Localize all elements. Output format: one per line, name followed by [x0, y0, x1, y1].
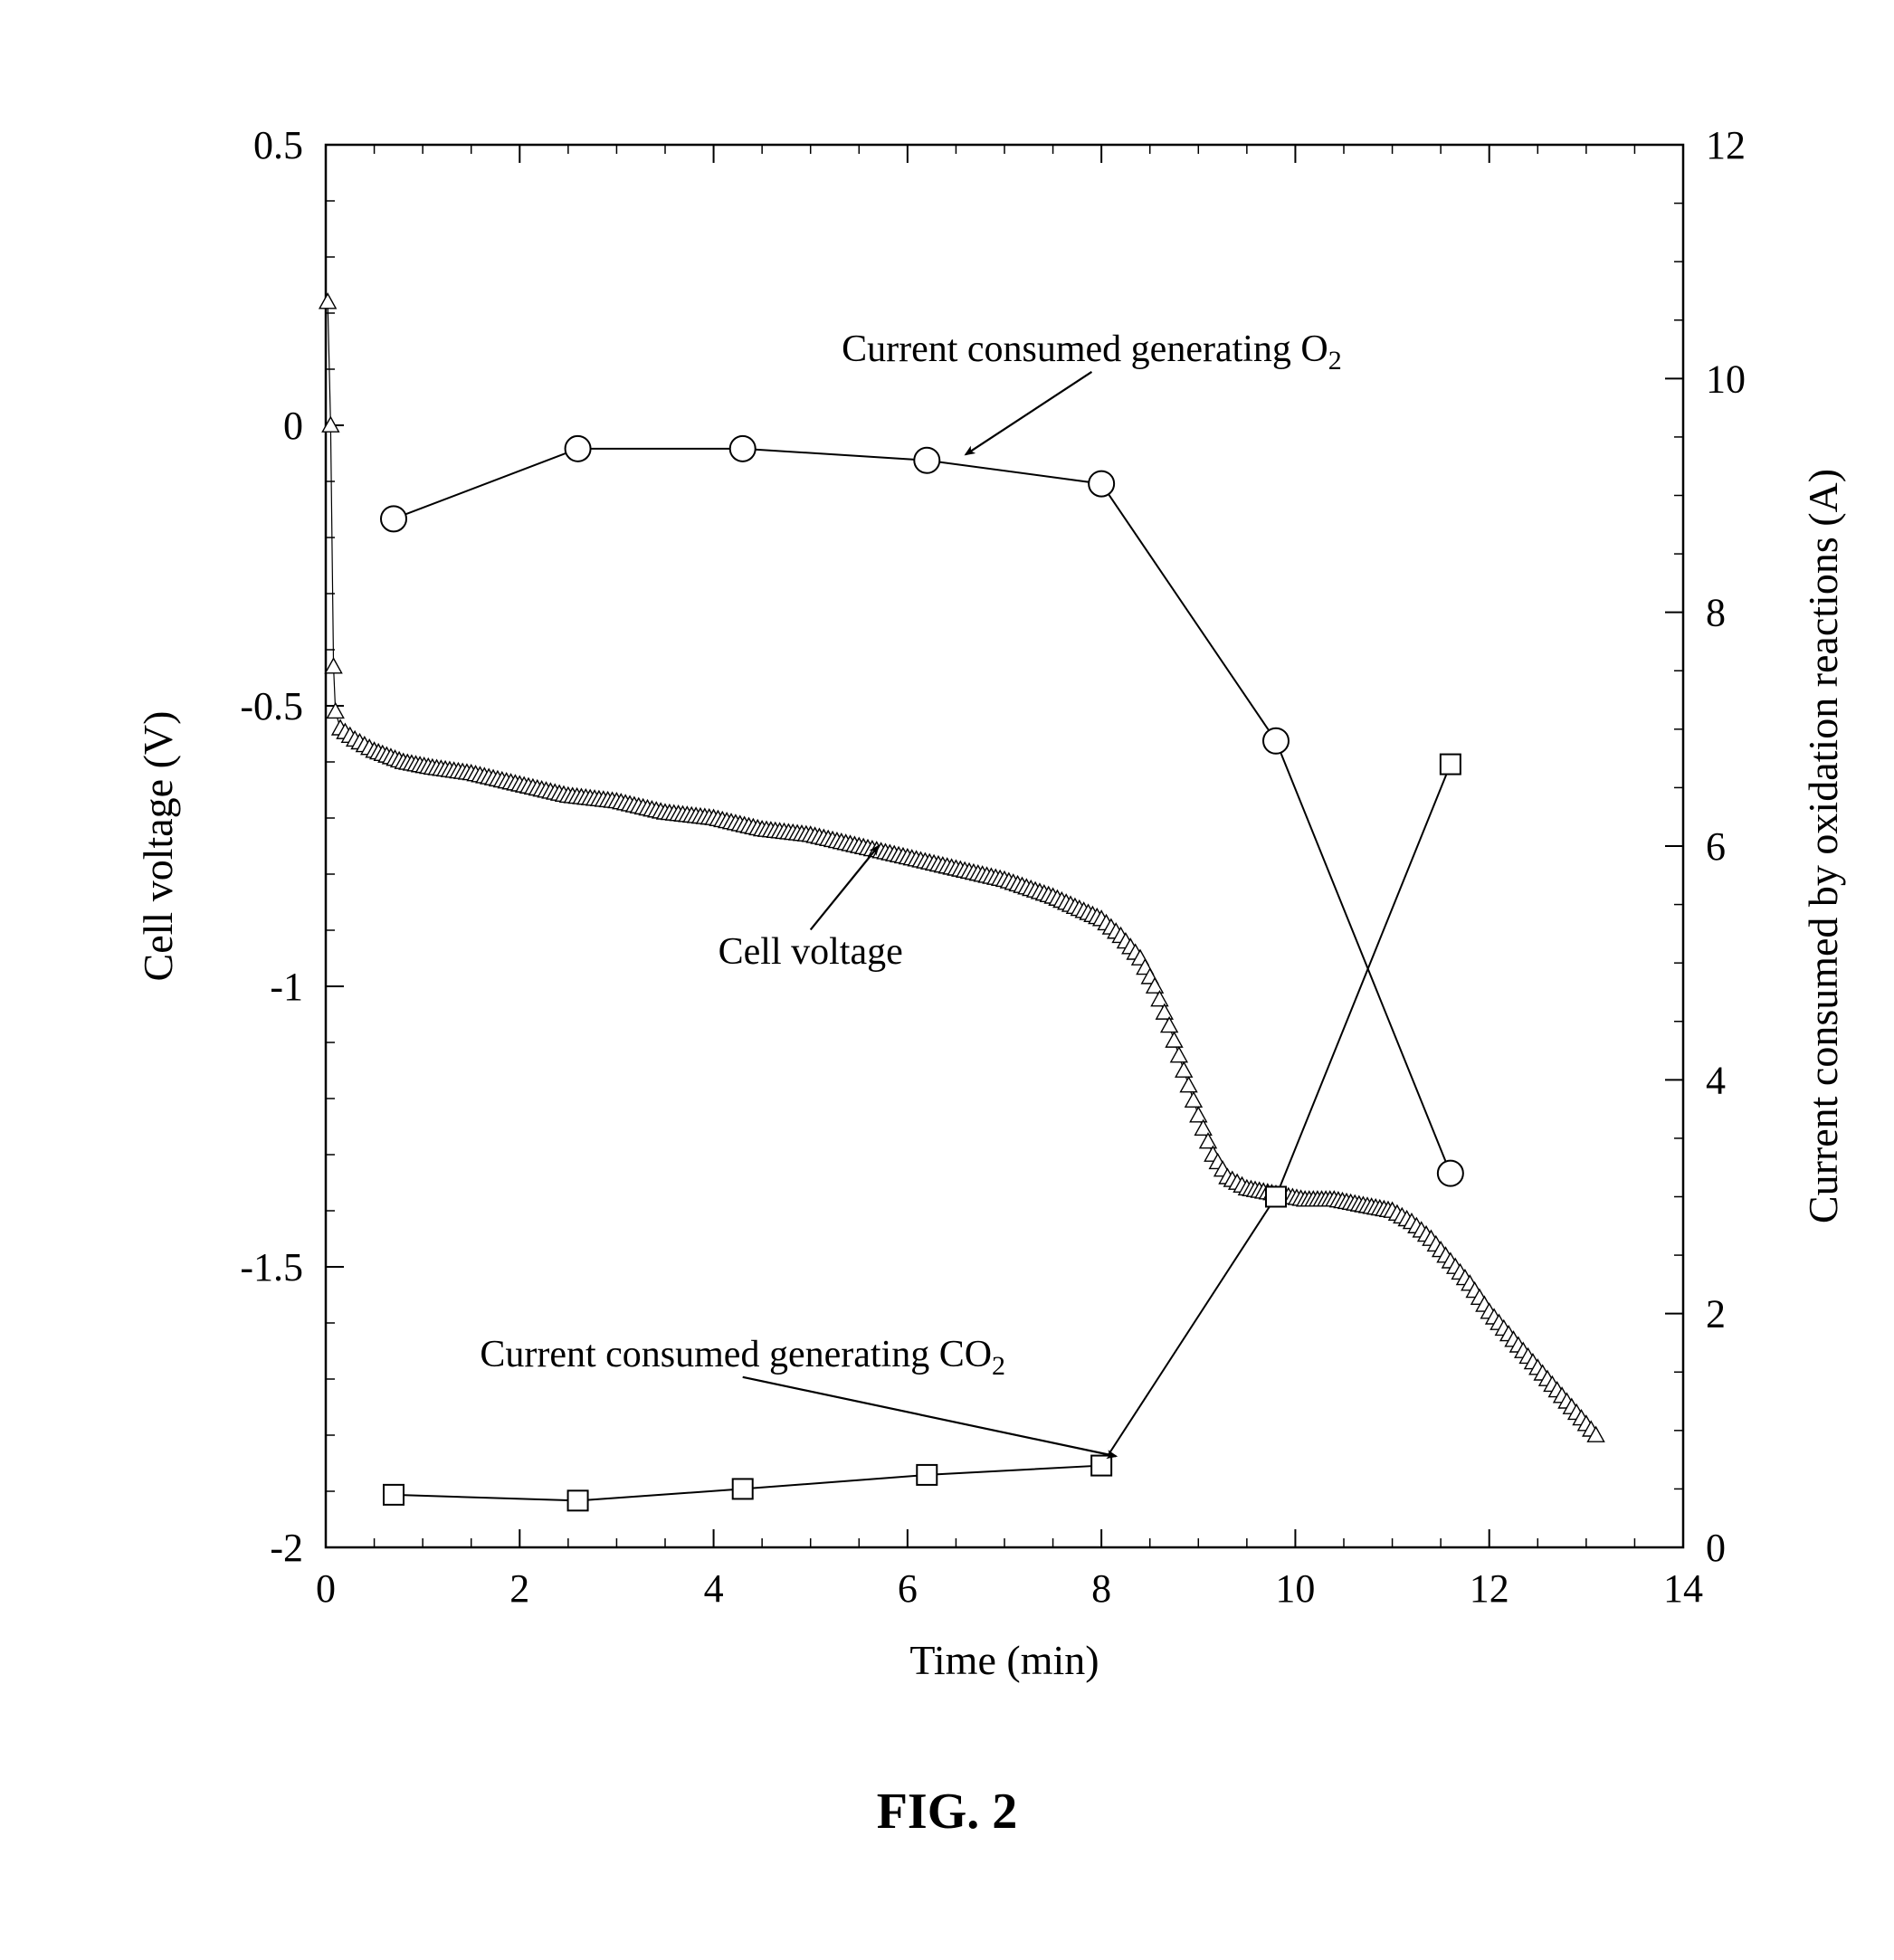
- yl-tick-label: -0.5: [240, 684, 303, 728]
- annotation: Current consumed generating O2: [842, 328, 1342, 454]
- x-tick-label: 14: [1663, 1566, 1703, 1611]
- yr-tick-label: 0: [1706, 1526, 1726, 1570]
- annotation-arrow: [811, 846, 879, 929]
- yr-tick-label: 2: [1706, 1292, 1726, 1337]
- x-tick-label: 8: [1091, 1566, 1111, 1611]
- x-tick-label: 6: [898, 1566, 918, 1611]
- x-tick-label: 2: [509, 1566, 529, 1611]
- yl-tick-label: -2: [270, 1526, 303, 1570]
- series-current-co2: [394, 765, 1451, 1501]
- yr-tick-label: 8: [1706, 591, 1726, 635]
- annotation-text: Cell voltage: [719, 931, 903, 973]
- yl-tick-label: -1: [270, 965, 303, 1009]
- annotation-arrow: [966, 372, 1091, 454]
- y-left-axis-label: Cell voltage (V): [135, 711, 181, 982]
- annotation-text: Current consumed generating O2: [842, 328, 1342, 376]
- yl-tick-label: 0.5: [253, 123, 303, 167]
- x-tick-label: 10: [1275, 1566, 1315, 1611]
- series-current-o2: [394, 449, 1451, 1174]
- yr-tick-label: 12: [1706, 123, 1746, 167]
- yl-tick-label: 0: [283, 404, 303, 448]
- annotation-arrow: [743, 1377, 1116, 1456]
- yr-tick-label: 10: [1706, 357, 1746, 401]
- series-group: [319, 294, 1604, 1511]
- annotation: Current consumed generating CO2: [480, 1334, 1116, 1456]
- x-tick-label: 0: [316, 1566, 336, 1611]
- yl-tick-label: -1.5: [240, 1245, 303, 1289]
- annotation-text: Current consumed generating CO2: [480, 1334, 1005, 1381]
- x-axis-label: Time (min): [909, 1637, 1099, 1683]
- yr-tick-label: 4: [1706, 1058, 1726, 1102]
- figure-svg: 0 2 4 6 8 10 12 14 -2 -1.5 -1 -0.5 0 0.5 0 2 4 6 8 10 12 Time…: [0, 0, 1894, 1960]
- figure-caption: FIG. 2: [877, 1784, 1018, 1840]
- yr-tick-label: 6: [1706, 824, 1726, 869]
- x-tick-label: 4: [704, 1566, 724, 1611]
- y-right-axis-label: Current consumed by oxidation reactions …: [1800, 469, 1846, 1223]
- annotation: Cell voltage: [719, 846, 903, 973]
- x-tick-label: 12: [1470, 1566, 1509, 1611]
